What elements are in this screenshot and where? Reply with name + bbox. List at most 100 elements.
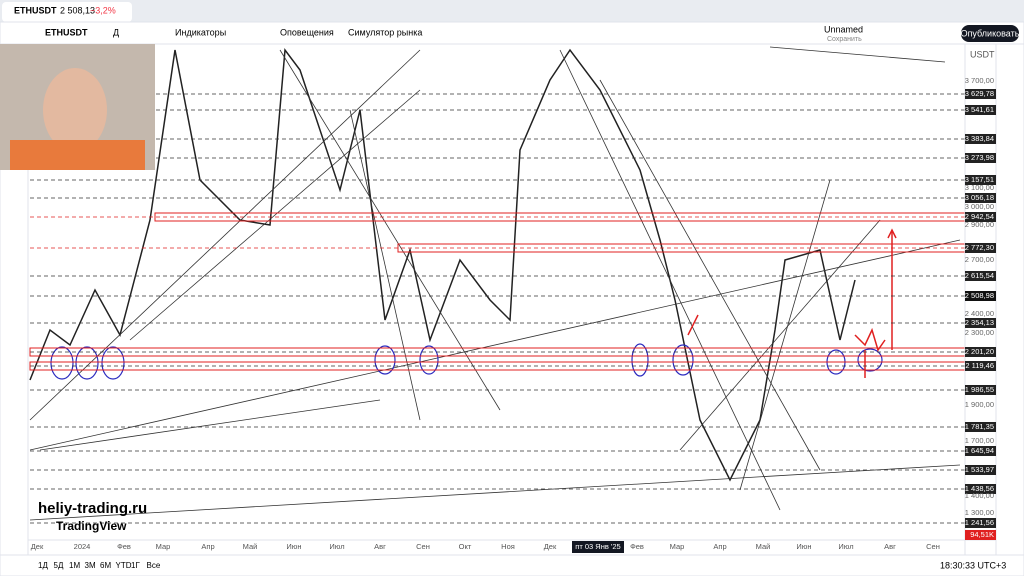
price-label: 3 383,84 bbox=[965, 134, 994, 143]
time-label: Июл bbox=[838, 542, 853, 551]
range-button[interactable]: 5Д bbox=[54, 561, 64, 570]
time-label: Июл bbox=[329, 542, 344, 551]
clock: 18:30:33 UTC+3 bbox=[940, 560, 1006, 570]
range-button[interactable]: 3М bbox=[85, 561, 96, 570]
time-label: Авг bbox=[374, 542, 386, 551]
price-label-bg bbox=[965, 134, 996, 144]
price-label: 3 000,00 bbox=[965, 202, 994, 211]
price-label-bg bbox=[965, 361, 996, 371]
range-button[interactable]: 1Г bbox=[131, 561, 140, 570]
price-label: 1 700,00 bbox=[965, 436, 994, 445]
indicators-button[interactable]: Индикаторы bbox=[175, 27, 226, 37]
price-label: 3 157,51 bbox=[965, 175, 994, 184]
time-label: Сен bbox=[416, 542, 430, 551]
price-label: 2 700,00 bbox=[965, 255, 994, 264]
time-label: 2024 bbox=[74, 542, 91, 551]
watermark-brand: TradingView bbox=[56, 519, 127, 533]
time-label: Сен bbox=[926, 542, 940, 551]
range-button[interactable]: 6М bbox=[100, 561, 111, 570]
time-label: Фев bbox=[630, 542, 644, 551]
tab-change: −3,2% bbox=[90, 5, 116, 15]
time-label: Ноя bbox=[501, 542, 515, 551]
webcam-shirt bbox=[10, 140, 145, 170]
price-label: 1 986,55 bbox=[965, 385, 994, 394]
price-label-bg bbox=[965, 89, 996, 99]
simulator-button[interactable]: Симулятор рынка bbox=[348, 27, 422, 37]
webcam-face bbox=[43, 68, 107, 152]
price-label: 2 615,54 bbox=[965, 271, 994, 280]
time-label: Мар bbox=[670, 542, 685, 551]
price-label: 2 900,00 bbox=[965, 220, 994, 229]
price-label-bg bbox=[965, 271, 996, 281]
time-label: пт 03 Янв '25 bbox=[575, 542, 620, 551]
price-label: 3 541,61 bbox=[965, 105, 994, 114]
time-label: Дек bbox=[544, 542, 557, 551]
chart-area bbox=[29, 46, 966, 524]
interval-button[interactable]: Д bbox=[113, 27, 119, 37]
tab[interactable] bbox=[2, 2, 132, 22]
price-label: 1 438,56 bbox=[965, 484, 994, 493]
price-label-bg bbox=[965, 422, 996, 432]
price-label-bg bbox=[965, 530, 996, 540]
price-label: 1 533,97 bbox=[965, 465, 994, 474]
tab-symbol: ETHUSDT bbox=[14, 5, 57, 15]
right-toolbar bbox=[995, 43, 1024, 556]
price-label-bg bbox=[965, 153, 996, 163]
price-label-bg bbox=[965, 385, 996, 395]
price-label: 2 942,54 bbox=[965, 212, 994, 221]
price-label-bg bbox=[965, 465, 996, 475]
price-label: 3 056,18 bbox=[965, 193, 994, 202]
tab-bar bbox=[0, 0, 1024, 22]
price-label: 2 400,00 bbox=[965, 309, 994, 318]
price-label-bg bbox=[965, 212, 996, 222]
price-label-bg bbox=[965, 175, 996, 185]
price-label: 3 273,98 bbox=[965, 153, 994, 162]
time-label: Фев bbox=[117, 542, 131, 551]
time-label: Мар bbox=[156, 542, 171, 551]
price-label-bg bbox=[965, 243, 996, 253]
price-line bbox=[29, 47, 856, 482]
price-label: 1 781,35 bbox=[965, 422, 994, 431]
time-label: Июн bbox=[286, 542, 301, 551]
price-label: 3 100,00 bbox=[965, 183, 994, 192]
time-label: Апр bbox=[201, 542, 214, 551]
currency-label: USDT bbox=[970, 49, 995, 59]
price-label: 1 900,00 bbox=[965, 400, 994, 409]
time-label: Июн bbox=[796, 542, 811, 551]
price-label: 2 119,46 bbox=[965, 361, 994, 370]
price-label-bg bbox=[965, 484, 996, 494]
time-label: Май bbox=[756, 542, 771, 551]
price-label: 1 300,00 bbox=[965, 508, 994, 517]
range-button[interactable]: Все bbox=[147, 561, 161, 570]
alerts-button[interactable]: Оповещения bbox=[280, 27, 334, 37]
time-label: Дек bbox=[31, 542, 44, 551]
publish-button[interactable] bbox=[961, 25, 1019, 42]
time-label: Май bbox=[243, 542, 258, 551]
layout-name[interactable]: Unnamed bbox=[824, 24, 863, 34]
price-label: 3 629,78 bbox=[965, 89, 994, 98]
price-label: 1 400,00 bbox=[965, 491, 994, 500]
range-button[interactable]: YTD bbox=[116, 561, 132, 570]
time-cursor-bg bbox=[572, 541, 624, 553]
price-label: 2 300,00 bbox=[965, 328, 994, 337]
range-button[interactable]: 1Д bbox=[38, 561, 48, 570]
price-label-bg bbox=[965, 291, 996, 301]
range-button[interactable]: 1М bbox=[69, 561, 80, 570]
price-label: 3 700,00 bbox=[965, 76, 994, 85]
price-label: 2 508,98 bbox=[965, 291, 994, 300]
symbol-button[interactable]: ETHUSDT bbox=[45, 27, 88, 37]
time-label: Авг bbox=[884, 542, 896, 551]
time-label: Апр bbox=[713, 542, 726, 551]
publish-label[interactable]: Опубликовать bbox=[961, 28, 1020, 38]
time-label: Окт bbox=[459, 542, 472, 551]
arrows bbox=[687, 228, 897, 378]
price-label-bg bbox=[965, 105, 996, 115]
price-label: 2 354,13 bbox=[965, 318, 994, 327]
price-label: 2 201,20 bbox=[965, 347, 994, 356]
price-label: 1 645,94 bbox=[965, 446, 994, 455]
save-label[interactable]: Сохранить bbox=[827, 36, 862, 43]
price-label-bg bbox=[965, 347, 996, 357]
watermark-site: heliy-trading.ru bbox=[38, 500, 147, 517]
price-label: 94,51K bbox=[970, 530, 994, 539]
